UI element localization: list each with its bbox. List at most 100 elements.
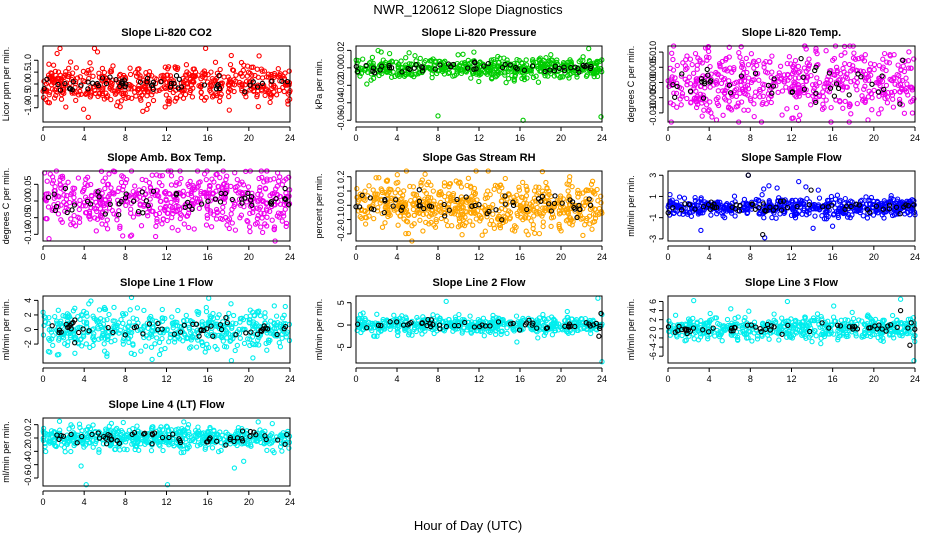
x-tick-label: 4 (82, 374, 87, 384)
data-point (247, 336, 253, 342)
data-point-black (523, 320, 530, 326)
data-point (884, 59, 890, 65)
data-point (162, 64, 168, 70)
data-point (189, 94, 196, 100)
data-point (703, 102, 710, 108)
data-point (412, 191, 418, 197)
data-point (118, 316, 124, 323)
data-point (693, 81, 699, 87)
data-point (65, 179, 71, 185)
data-point (46, 92, 52, 98)
data-point-black (784, 204, 791, 211)
data-point (542, 205, 548, 211)
x-tick-label: 16 (828, 252, 838, 262)
data-point-black (269, 78, 275, 84)
panel-title: Slope Li-820 CO2 (121, 27, 211, 39)
data-point (275, 66, 281, 72)
data-point-black (229, 196, 235, 203)
data-point (737, 54, 743, 60)
data-point (575, 187, 581, 194)
data-point (156, 351, 163, 358)
data-point (443, 298, 449, 305)
data-point-black (55, 81, 61, 88)
y-axis-label: ml/min per min. (314, 299, 324, 361)
data-point (452, 72, 458, 79)
data-point (871, 66, 877, 73)
data-point (138, 223, 145, 229)
data-point (868, 72, 874, 78)
data-point (455, 204, 461, 211)
data-point (118, 98, 124, 104)
data-point (240, 316, 247, 323)
data-point (530, 225, 536, 232)
data-point-black (800, 74, 806, 80)
data-point (694, 95, 700, 101)
data-point (455, 52, 461, 58)
data-point-black (760, 201, 766, 207)
data-point (234, 176, 240, 183)
data-point (789, 83, 795, 90)
data-point (75, 175, 82, 181)
data-point (228, 357, 235, 364)
data-point (283, 220, 290, 227)
data-point (405, 230, 412, 237)
data-point (85, 114, 91, 120)
y-axis: -0.2-0.10.00.10.2 (336, 170, 352, 242)
data-point (101, 317, 107, 323)
data-point (768, 83, 774, 89)
data-point-black (705, 72, 711, 78)
data-point (281, 329, 287, 335)
data-point (416, 196, 422, 202)
data-point (417, 217, 423, 223)
x-axis: 0 4 8 12 16 20 24 (40, 367, 295, 384)
data-point (202, 45, 209, 52)
data-point (548, 52, 554, 58)
data-point (476, 70, 482, 76)
data-point (233, 320, 239, 327)
y-tick-label: 0.05 (23, 176, 33, 194)
data-point-black (95, 189, 101, 195)
data-point (523, 183, 529, 190)
x-tick-label: 12 (161, 252, 171, 262)
data-point (261, 179, 267, 185)
data-point (854, 79, 860, 86)
data-point (166, 96, 172, 102)
data-point (403, 230, 409, 237)
data-point-black (727, 90, 734, 96)
data-point-black (465, 65, 471, 71)
y-tick-label: 0.0 (23, 78, 33, 91)
data-point (370, 60, 376, 66)
data-point (247, 307, 253, 313)
data-point (520, 179, 526, 186)
data-point-black (139, 189, 145, 195)
data-point (511, 326, 517, 332)
data-point (263, 206, 270, 212)
data-point-black (421, 205, 427, 212)
data-point (701, 207, 707, 213)
data-point-black (123, 191, 129, 197)
data-point (837, 71, 844, 77)
data-point (245, 336, 251, 342)
data-point (207, 315, 214, 322)
data-point (153, 211, 159, 218)
data-point (366, 60, 373, 66)
data-point (534, 317, 540, 323)
data-point (175, 227, 181, 233)
data-point (411, 212, 417, 219)
data-point (497, 70, 503, 76)
data-point (270, 84, 277, 90)
data-point (699, 113, 705, 119)
data-point (688, 213, 695, 219)
data-point (189, 78, 195, 85)
data-point-black (901, 204, 907, 210)
data-point-black (67, 322, 73, 329)
data-point (117, 225, 123, 231)
data-point (161, 189, 168, 196)
data-point-black (283, 196, 289, 203)
data-point (796, 93, 802, 99)
data-point-black (103, 80, 110, 87)
data-point (560, 74, 566, 80)
data-point (360, 310, 366, 316)
data-point (714, 71, 720, 77)
data-point (277, 201, 284, 207)
